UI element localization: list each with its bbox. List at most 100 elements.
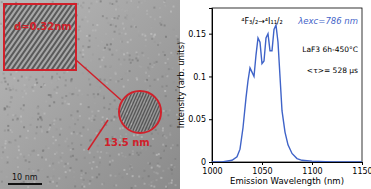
speckle <box>153 7 155 9</box>
speckle <box>95 29 97 31</box>
speckle <box>63 72 65 74</box>
speckle <box>110 24 112 26</box>
speckle <box>6 106 8 108</box>
speckle <box>2 146 4 148</box>
speckle <box>101 121 103 123</box>
speckle <box>74 123 76 125</box>
speckle <box>44 84 46 86</box>
speckle <box>6 114 8 116</box>
speckle <box>149 85 151 87</box>
spectrum-line <box>212 25 362 162</box>
speckle <box>82 72 84 74</box>
speckle <box>135 26 137 28</box>
speckle <box>150 33 152 35</box>
speckle <box>120 63 122 65</box>
speckle <box>145 39 147 41</box>
speckle <box>24 84 26 86</box>
speckle <box>153 171 155 173</box>
speckle <box>62 102 64 104</box>
y-tick: 0 <box>201 158 212 167</box>
speckle <box>20 121 22 123</box>
speckle <box>76 133 78 135</box>
speckle <box>128 30 130 32</box>
speckle <box>154 62 156 64</box>
speckle <box>125 133 127 135</box>
speckle <box>171 169 173 171</box>
speckle <box>118 58 120 60</box>
speckle <box>110 119 112 121</box>
speckle <box>86 35 88 37</box>
speckle <box>60 128 62 130</box>
speckle <box>63 165 65 167</box>
speckle <box>45 146 47 148</box>
speckle <box>89 162 91 164</box>
speckle <box>89 183 91 185</box>
speckle <box>152 168 154 170</box>
speckle <box>125 73 127 75</box>
annotation: λexc=786 nm <box>297 16 358 26</box>
speckle <box>96 115 98 117</box>
texture <box>0 0 180 189</box>
speckle <box>101 97 103 99</box>
inset-label: d=0.32nm <box>14 21 72 32</box>
speckle <box>44 0 46 2</box>
speckle <box>90 129 92 131</box>
speckle <box>153 64 155 66</box>
speckle <box>116 117 118 119</box>
fringe <box>89 90 109 135</box>
speckle <box>82 45 84 47</box>
fringe <box>83 90 103 135</box>
speckle <box>111 106 113 108</box>
speckle <box>92 115 94 117</box>
speckle <box>90 2 92 4</box>
speckle <box>21 90 23 92</box>
speckle <box>109 79 111 81</box>
speckle <box>168 36 170 38</box>
speckle <box>165 95 167 97</box>
speckle <box>175 158 177 160</box>
speckle <box>113 119 115 121</box>
speckle <box>64 100 66 102</box>
speckle <box>165 145 167 147</box>
speckle <box>1 157 3 159</box>
speckle <box>81 170 83 172</box>
speckle <box>130 62 132 64</box>
speckle <box>146 13 148 15</box>
scale-bar-label: 10 nm <box>12 173 38 182</box>
speckle <box>150 181 152 183</box>
x-tick-label: 1000 <box>202 167 222 176</box>
speckle <box>107 22 109 24</box>
speckle <box>109 2 111 4</box>
speckle <box>10 101 12 103</box>
speckle <box>83 149 85 151</box>
speckle <box>140 152 142 154</box>
speckle <box>167 62 169 64</box>
speckle <box>122 155 124 157</box>
speckle <box>81 186 83 188</box>
speckle <box>177 38 179 40</box>
speckle <box>166 85 168 87</box>
speckle <box>163 110 165 112</box>
speckle <box>121 9 123 11</box>
speckle <box>145 72 147 74</box>
speckle <box>103 107 105 109</box>
speckle <box>109 103 111 105</box>
speckle <box>52 1 54 3</box>
speckle <box>34 137 36 139</box>
speckle <box>162 170 164 172</box>
speckle <box>115 184 117 186</box>
speckle <box>160 177 162 179</box>
speckle <box>57 86 59 88</box>
fringe <box>131 90 151 135</box>
speckle <box>164 90 166 92</box>
speckle <box>121 41 123 43</box>
speckle <box>156 154 158 156</box>
speckle <box>31 86 33 88</box>
speckle <box>81 183 83 185</box>
speckle <box>170 52 172 54</box>
speckle <box>98 58 100 60</box>
speckle <box>4 81 6 83</box>
speckle <box>165 186 167 188</box>
speckle <box>87 40 89 42</box>
speckle <box>82 54 84 56</box>
